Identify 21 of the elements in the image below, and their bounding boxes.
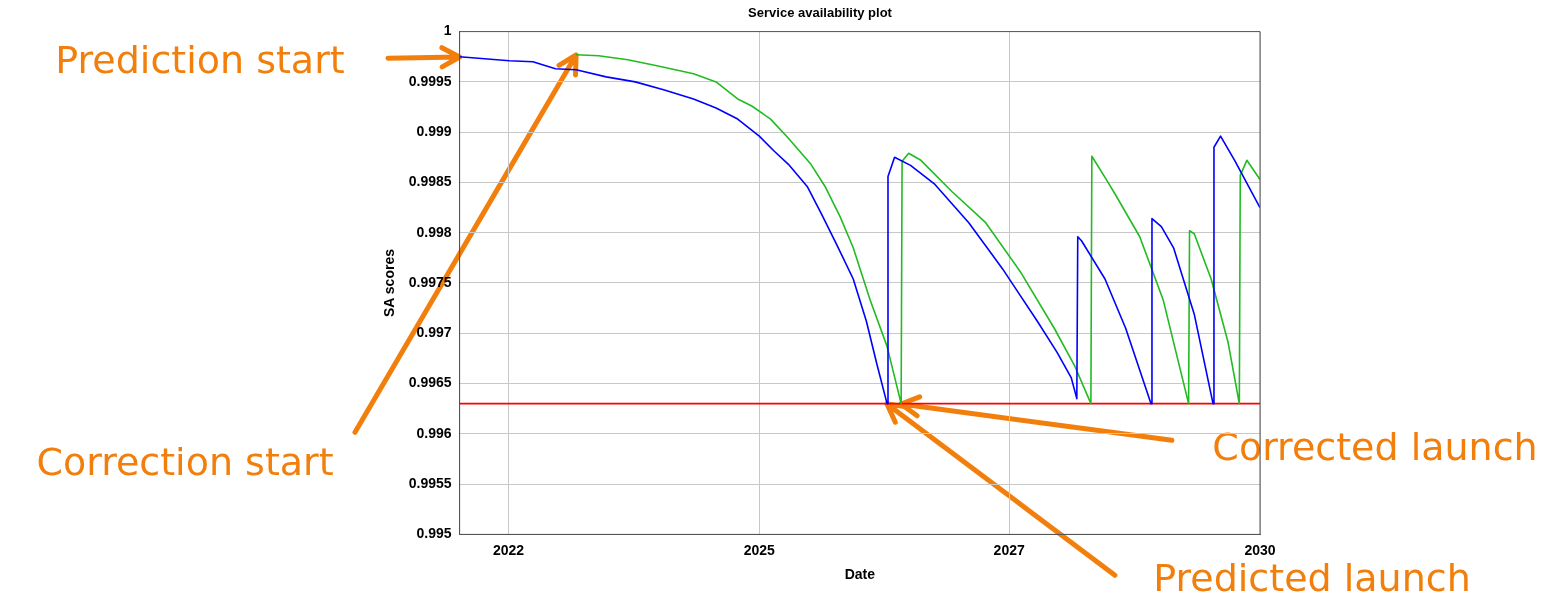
y-tick-label: 0.998 — [416, 223, 452, 240]
y-tick-label: 0.9985 — [408, 173, 452, 190]
chart-title: Service availability plot — [748, 5, 893, 21]
y-tick-label: 0.9965 — [408, 374, 452, 391]
y-tick-label: 0.996 — [416, 424, 452, 441]
y-tick-label: 0.9995 — [408, 72, 452, 89]
x-tick-label: 2025 — [743, 541, 776, 558]
annotation: Correction start — [36, 440, 334, 484]
y-tick-label: 0.9955 — [408, 474, 452, 491]
annotation: Corrected launch — [1212, 425, 1538, 469]
annotation: Prediction start — [55, 38, 345, 82]
y-tick-label: 0.997 — [416, 324, 452, 341]
annotation: Predicted launch — [1153, 556, 1471, 598]
y-tick-label: 1 — [443, 22, 452, 39]
y-tick-label: 0.999 — [416, 123, 452, 140]
x-tick-label: 2022 — [492, 541, 525, 558]
x-axis-title: Date — [844, 566, 876, 583]
x-tick-label: 2027 — [993, 541, 1025, 558]
y-tick-label: 0.995 — [416, 525, 452, 542]
y-axis-title: SA scores — [381, 248, 398, 317]
x-tick-label: 2030 — [1244, 541, 1276, 558]
